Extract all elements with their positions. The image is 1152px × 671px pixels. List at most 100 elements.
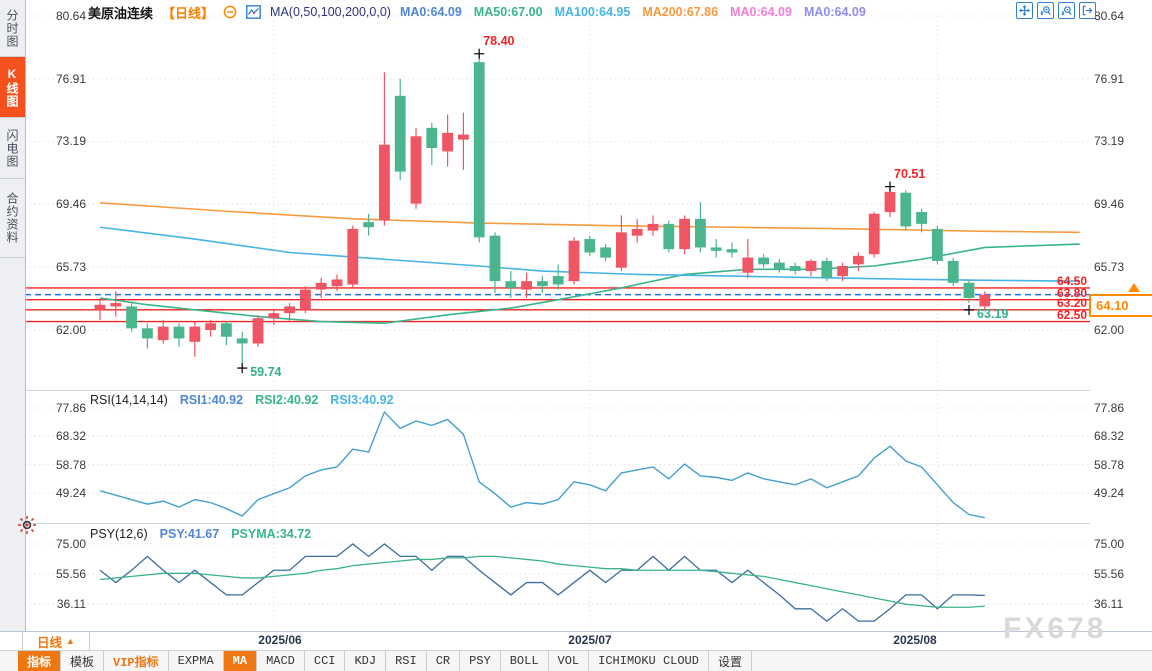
psy-header: PSY(12,6) PSY:41.67 PSYMA:34.72 bbox=[90, 527, 311, 541]
axis-tick-label: 62.00 bbox=[1094, 323, 1125, 337]
period-tag[interactable]: 【日线】 bbox=[162, 5, 215, 21]
axis-tick-label: 75.00 bbox=[55, 537, 86, 551]
toolbar-tab-macd[interactable]: MACD bbox=[257, 651, 305, 671]
axis-tick-label: 65.73 bbox=[55, 260, 86, 275]
rsi-header: RSI(14,14,14) RSI1:40.92 RSI2:40.92 RSI3:4… bbox=[90, 393, 394, 407]
sidebar-tab-4[interactable]: 合约资料 bbox=[0, 179, 25, 258]
chevron-up-icon: ▲ bbox=[66, 636, 75, 646]
toolbar-tab-psy[interactable]: PSY bbox=[460, 651, 501, 671]
toolbar-tab-指标[interactable]: 指标 bbox=[18, 651, 62, 671]
MA100-line bbox=[99, 226, 1080, 282]
sidebar-tab-2[interactable]: K线图 bbox=[0, 57, 25, 118]
axis-tick-label: 77.86 bbox=[1094, 401, 1125, 415]
axis-tick-label: 62.00 bbox=[55, 323, 86, 337]
axis-tick-label: 69.46 bbox=[1094, 197, 1125, 212]
axis-tick-label: 55.56 bbox=[55, 566, 86, 581]
psy-panel-divider[interactable] bbox=[25, 523, 1090, 524]
ma-value-2: MA50:67.00 bbox=[473, 5, 543, 19]
axis-tick-label: 65.73 bbox=[1094, 260, 1125, 275]
toolbar-tab-kdj[interactable]: KDJ bbox=[345, 651, 387, 671]
toolbar-spacer bbox=[0, 651, 18, 671]
indicator-value: PSYMA:34.72 bbox=[231, 527, 312, 541]
zoom-in-icon[interactable] bbox=[1037, 2, 1054, 19]
axis-tick-label: 76.91 bbox=[55, 71, 86, 86]
psyma-line bbox=[99, 555, 985, 608]
axis-tick-label: 68.32 bbox=[1094, 429, 1125, 444]
toolbar-tab-设置[interactable]: 设置 bbox=[709, 651, 752, 671]
sidebar-tab-1[interactable]: 分时图 bbox=[0, 0, 25, 57]
indicator-value: PSY:41.67 bbox=[159, 527, 220, 541]
date-label: 2025/08 bbox=[893, 633, 937, 647]
toolbar-tab-expma[interactable]: EXPMA bbox=[169, 651, 224, 671]
psy-line bbox=[99, 543, 985, 622]
price-up-arrow-icon bbox=[1128, 283, 1140, 292]
symbol-name: 美原油连续 bbox=[88, 5, 154, 21]
collapse-icon[interactable] bbox=[223, 5, 237, 19]
axis-tick-label: 77.86 bbox=[55, 401, 86, 415]
high-price-marker: 70.51 bbox=[894, 166, 926, 181]
axis-tick-label: 68.32 bbox=[55, 429, 86, 444]
last-price-tag[interactable]: 64.10 bbox=[1089, 294, 1152, 317]
toolbar-tab-vip指标[interactable]: VIP指标 bbox=[104, 651, 169, 671]
last-price-value: 64.10 bbox=[1096, 298, 1129, 313]
level-price-label: 63.20 bbox=[1056, 295, 1087, 310]
psy-title[interactable]: PSY(12,6) bbox=[90, 527, 148, 541]
indicator-chart-icon[interactable] bbox=[246, 5, 261, 19]
axis-tick-label: 76.91 bbox=[1094, 71, 1125, 86]
chart-header: 美原油连续 【日线】 MA(0,50,100,200,0,0) MA0:64.0… bbox=[88, 3, 866, 21]
toolbar-tab-cci[interactable]: CCI bbox=[305, 651, 346, 671]
toolbar-tab-ma[interactable]: MA bbox=[223, 651, 258, 671]
MA50-line bbox=[99, 243, 1080, 325]
window-icons bbox=[1016, 2, 1096, 19]
level-price-label: 64.50 bbox=[1056, 273, 1087, 288]
ma-value-4: MA200:67.86 bbox=[642, 5, 719, 19]
pan-icon[interactable] bbox=[1016, 2, 1033, 19]
period-selector[interactable]: 日线 ▲ bbox=[22, 632, 90, 650]
high-price-marker: 78.40 bbox=[483, 33, 515, 48]
axis-tick-label: 73.19 bbox=[55, 134, 86, 149]
ma-value-6: MA0:64.09 bbox=[803, 5, 866, 19]
toolbar-tab-rsi[interactable]: RSI bbox=[386, 651, 427, 671]
date-label: 2025/07 bbox=[568, 633, 612, 647]
axis-tick-label: 49.24 bbox=[55, 486, 86, 500]
ma-values: MA0:64.09 MA50:67.00 MA100:64.95 MA200:67.8… bbox=[400, 5, 866, 19]
rsi-panel-divider[interactable] bbox=[25, 390, 1090, 391]
sidebar: 分时图 K线图 闪电图 合约资料 bbox=[0, 0, 26, 631]
brightness-icon[interactable] bbox=[17, 515, 37, 535]
low-price-marker: 59.74 bbox=[250, 365, 282, 380]
rsi-title[interactable]: RSI(14,14,14) bbox=[90, 393, 168, 407]
toolbar-tab-ichimoku-cloud[interactable]: ICHIMOKU CLOUD bbox=[589, 651, 709, 671]
period-selector-label: 日线 bbox=[37, 635, 63, 650]
indicator-value: RSI3:40.92 bbox=[330, 393, 394, 407]
axis-tick-label: 58.78 bbox=[1094, 457, 1125, 472]
axis-tick-label: 49.24 bbox=[1094, 486, 1125, 500]
ma-value-1: MA0:64.09 bbox=[399, 5, 462, 19]
psy-values: PSY:41.67 PSYMA:34.72 bbox=[160, 527, 311, 541]
sidebar-tab-3[interactable]: 闪电图 bbox=[0, 118, 25, 179]
axis-tick-label: 55.56 bbox=[1094, 566, 1125, 581]
zoom-out-icon[interactable] bbox=[1058, 2, 1075, 19]
low-price-marker: 63.19 bbox=[977, 306, 1009, 321]
axis-tick-label: 80.64 bbox=[1094, 9, 1125, 23]
rsi-values: RSI1:40.92 RSI2:40.92 RSI3:40.92 bbox=[180, 393, 394, 407]
toolbar-tab-vol[interactable]: VOL bbox=[549, 651, 590, 671]
date-label: 2025/06 bbox=[258, 633, 302, 647]
indicator-toolbar: 指标 模板 VIP指标 EXPMA MA MACD CCI KDJ RSI CR PSY BOLL VO… bbox=[0, 650, 1152, 671]
level-price-label: 63.80 bbox=[1056, 285, 1087, 300]
axis-tick-label: 36.11 bbox=[56, 597, 86, 611]
rsi-line bbox=[99, 410, 985, 519]
ma-formula[interactable]: MA(0,50,100,200,0,0) bbox=[270, 5, 391, 19]
indicator-value: RSI2:40.92 bbox=[255, 393, 319, 407]
axis-tick-label: 73.19 bbox=[1094, 134, 1125, 149]
axis-tick-label: 36.11 bbox=[1094, 597, 1124, 611]
axis-tick-label: 69.46 bbox=[55, 197, 86, 212]
axis-tick-label: 58.78 bbox=[55, 457, 86, 472]
ma-value-5: MA0:64.09 bbox=[730, 5, 792, 19]
indicator-value: RSI1:40.92 bbox=[179, 393, 244, 407]
toolbar-tab-cr[interactable]: CR bbox=[427, 651, 461, 671]
exit-icon[interactable] bbox=[1079, 2, 1096, 19]
toolbar-tab-模板[interactable]: 模板 bbox=[61, 651, 105, 671]
toolbar-tab-boll[interactable]: BOLL bbox=[501, 651, 549, 671]
axis-tick-label: 80.64 bbox=[55, 9, 86, 23]
